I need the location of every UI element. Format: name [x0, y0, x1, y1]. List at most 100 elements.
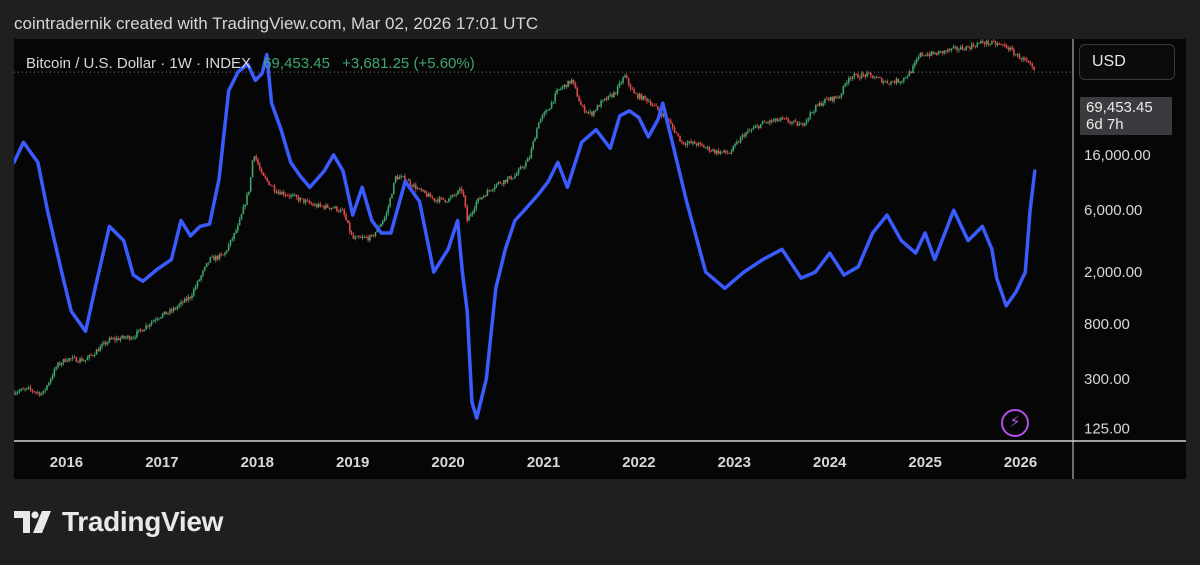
candle-body	[847, 77, 850, 83]
candle-body	[770, 120, 773, 122]
candle-body	[308, 200, 311, 204]
x-tick-label: 2026	[1004, 454, 1037, 471]
candle-body	[112, 338, 114, 340]
candle-body	[427, 193, 430, 197]
candle-body	[791, 122, 793, 124]
candle-body	[506, 178, 509, 183]
price-change: +3,681.25 (+5.60%)	[342, 55, 475, 72]
candle-body	[194, 286, 197, 290]
candle-body	[912, 65, 914, 74]
candle-body	[229, 239, 232, 245]
candle-body	[464, 195, 467, 207]
candle-body	[565, 84, 568, 88]
candle-body	[226, 250, 228, 253]
candle-body	[14, 391, 15, 395]
candle-body	[381, 220, 384, 225]
candle-body	[125, 337, 127, 339]
candle-body	[1025, 59, 1028, 61]
candle-body	[706, 146, 709, 148]
candle-body	[495, 183, 498, 187]
candle-body	[433, 198, 435, 201]
candle-body	[451, 194, 454, 197]
candle-body	[521, 167, 524, 168]
candle-body	[422, 190, 424, 192]
candle-body	[903, 77, 905, 82]
candle-body	[616, 86, 619, 94]
candle-body	[68, 358, 70, 362]
candle-body	[402, 176, 404, 177]
candle-body	[532, 141, 535, 149]
candle-body	[923, 55, 925, 57]
candle-body	[446, 201, 448, 203]
candle-body	[528, 157, 531, 159]
candle-body	[657, 106, 659, 110]
candle-body	[761, 121, 764, 125]
candle-body	[92, 355, 94, 356]
candle-body	[255, 156, 257, 160]
candle-body	[70, 358, 72, 360]
candle-body	[849, 77, 852, 79]
candle-body	[864, 74, 867, 77]
currency-button[interactable]: USD	[1079, 44, 1175, 80]
x-tick-label: 2017	[145, 454, 178, 471]
candle-body	[624, 75, 626, 78]
candle-body	[174, 307, 177, 309]
candle-body	[31, 389, 34, 392]
candle-body	[536, 128, 538, 139]
candle-body	[273, 186, 276, 192]
candle-body	[479, 198, 481, 200]
candle-body	[266, 178, 268, 182]
candle-body	[420, 188, 423, 191]
candle-body	[936, 53, 938, 55]
x-tick-label: 2018	[241, 454, 274, 471]
candle-body	[73, 357, 76, 359]
candle-body	[710, 151, 712, 152]
chart-panel[interactable]: 125.00 300.00 800.00 2,000.00 6,000.00 16,000…	[14, 39, 1186, 479]
candle-body	[493, 186, 496, 190]
candle-body	[646, 98, 648, 102]
candle-body	[358, 236, 360, 238]
candle-body	[81, 358, 83, 362]
candle-body	[989, 43, 991, 45]
candle-body	[824, 98, 826, 104]
symbol-label: Bitcoin / U.S. Dollar · 1W · INDEX	[26, 55, 252, 72]
candle-body	[391, 193, 393, 199]
candle-body	[215, 256, 217, 261]
candle-body	[594, 110, 597, 112]
candle-body	[670, 120, 672, 124]
candle-body	[163, 311, 166, 315]
candle-body	[90, 355, 92, 356]
candle-body	[240, 214, 243, 220]
candle-body	[618, 83, 621, 87]
candle-body	[963, 49, 966, 51]
candle-body	[204, 266, 206, 271]
candle-body	[928, 54, 931, 56]
candle-body	[466, 206, 468, 221]
candle-body	[462, 191, 465, 196]
candle-body	[26, 388, 28, 389]
candle-body	[697, 142, 700, 146]
candle-body	[293, 194, 296, 196]
candle-body	[633, 89, 635, 94]
candle-body	[816, 104, 819, 106]
lightning-icon[interactable]: ⚡	[1001, 409, 1029, 437]
candle-body	[692, 141, 694, 144]
candle-body	[591, 111, 593, 116]
price-chart[interactable]: 125.00 300.00 800.00 2,000.00 6,000.00 16,000…	[14, 39, 1186, 479]
candle-body	[620, 82, 623, 84]
candle-body	[673, 127, 676, 133]
candle-body	[481, 197, 483, 200]
candle-body	[468, 215, 470, 221]
candle-body	[741, 134, 744, 138]
candle-body	[126, 335, 129, 338]
candle-body	[504, 179, 507, 183]
x-tick-label: 2019	[336, 454, 369, 471]
candle-body	[1013, 49, 1015, 55]
candle-body	[482, 195, 485, 198]
candle-body	[893, 81, 896, 84]
price-label-value: 69,453.45	[1086, 99, 1153, 116]
candle-body	[752, 127, 755, 130]
candle-body	[51, 375, 54, 379]
candle-body	[743, 134, 746, 137]
candle-body	[537, 123, 540, 129]
